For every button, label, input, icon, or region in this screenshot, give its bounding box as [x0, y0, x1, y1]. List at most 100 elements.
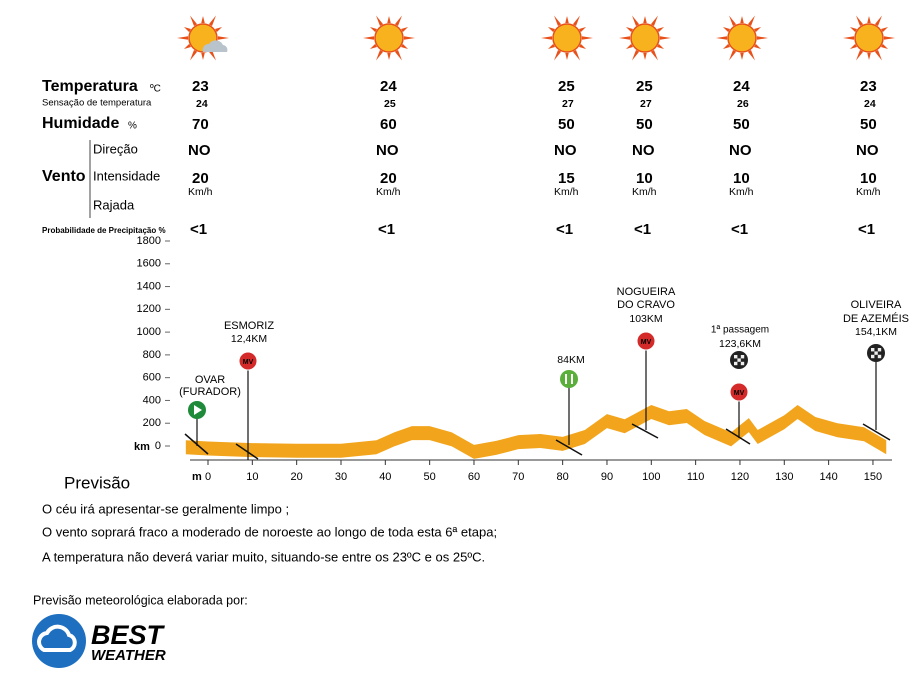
sun-ray [376, 15, 384, 27]
sun-ray [747, 15, 755, 27]
x-tick-label: 70 [512, 471, 524, 483]
food-icon [560, 370, 578, 388]
marker-km: 84KM [557, 354, 584, 366]
cloud [202, 40, 228, 52]
wind-unit: Km/h [376, 186, 401, 198]
feels-like: 27 [640, 98, 652, 110]
wind-unit: Km/h [188, 186, 213, 198]
direction: NO [554, 142, 577, 159]
mv-icon [636, 331, 656, 351]
sun-ray [722, 43, 731, 49]
sun-ray [369, 27, 378, 33]
sun-ray [541, 36, 553, 40]
segment-marker [725, 428, 751, 445]
marker-label: 1ª passagem [711, 325, 769, 336]
y-tick-label: 200 [143, 417, 161, 429]
flag-square [871, 354, 875, 359]
wind-unit: Km/h [554, 186, 579, 198]
sun-ray [403, 36, 415, 40]
marker-km: 123,6KM [719, 338, 761, 350]
unit-label: ºC [150, 84, 161, 95]
sun-ray [565, 16, 569, 24]
food-symbol [565, 374, 573, 384]
sun-ray [874, 49, 882, 61]
y-tick-label: 600 [143, 372, 161, 384]
humidity: 50 [558, 116, 575, 133]
sun-ray [183, 27, 192, 33]
marker-label: (FURADOR) [179, 386, 241, 398]
sun-ray [849, 43, 858, 49]
credit: Previsão meteorológica elaborada por: [33, 593, 248, 607]
sun-ray [369, 43, 378, 49]
direction: NO [188, 142, 211, 159]
sun-disc [630, 23, 660, 53]
sun-ray [867, 16, 871, 24]
wind-speed: 20 [380, 170, 397, 187]
flag-square [877, 354, 882, 359]
feels-like: 25 [384, 98, 396, 110]
direction: NO [632, 142, 655, 159]
sun-ray [716, 36, 728, 40]
mv-text: MV [734, 390, 745, 397]
sun-ray [554, 49, 562, 61]
logo-icon [32, 614, 86, 668]
flag-square [740, 361, 745, 366]
sun-ray [659, 36, 671, 40]
sun-ray [625, 27, 634, 33]
sun-disc [854, 23, 884, 53]
sun-ray [747, 49, 755, 61]
sun-ray [394, 49, 402, 61]
marker-km: 154,1KM [855, 326, 897, 338]
sun-ray [363, 36, 375, 40]
marker-label: ESMORIZ [224, 320, 274, 332]
row-label: Temperatura [42, 78, 138, 95]
x-tick-label: 40 [379, 471, 391, 483]
sun-ray [849, 27, 858, 33]
elevation-profile [185, 405, 887, 459]
temperature: 24 [380, 78, 397, 95]
sun-ray [190, 15, 198, 27]
x-tick-label: 10 [246, 471, 258, 483]
wind-unit: Km/h [632, 186, 657, 198]
y-tick-label: 1600 [137, 258, 161, 270]
x-tick-label: 30 [335, 471, 347, 483]
sun-ray [619, 36, 631, 40]
y-tick-label: 1800 [137, 235, 161, 247]
x-tick-label: 90 [601, 471, 613, 483]
x-tick-label: 130 [775, 471, 793, 483]
wind-speed: 10 [636, 170, 653, 187]
sun-ray [547, 43, 556, 49]
humidity: 60 [380, 116, 397, 133]
sun-disc [552, 23, 582, 53]
weather-icon [363, 15, 415, 61]
sun-ray [578, 43, 587, 49]
segment-marker [631, 423, 659, 439]
precipitation: <1 [858, 221, 875, 238]
sun-ray [201, 16, 205, 24]
sun-ray [643, 52, 647, 60]
humidity: 50 [733, 116, 750, 133]
temperature: 25 [558, 78, 575, 95]
precipitation: <1 [731, 221, 748, 238]
sun-ray [753, 27, 762, 33]
flag-square [740, 355, 745, 359]
sun-ray [756, 36, 768, 40]
x-tick-label: 0 [205, 471, 211, 483]
temperature: 24 [733, 78, 750, 95]
segment-marker [862, 423, 891, 441]
temperature: 23 [192, 78, 209, 95]
flag-square [874, 351, 878, 355]
forecast-line: O céu irá apresentar-se geralmente limpo… [42, 501, 289, 516]
marker-label: DO CRAVO [617, 299, 675, 311]
sun-ray [400, 27, 409, 33]
sun-ray [201, 52, 205, 60]
sun-ray [565, 52, 569, 60]
y-tick-label: 400 [143, 394, 161, 406]
logo-text: BEST [91, 620, 166, 650]
sun-ray [632, 15, 640, 27]
y-tick-label: 1400 [137, 280, 161, 292]
x-tick-label: 80 [557, 471, 569, 483]
sun-ray [722, 27, 731, 33]
marker-km: 103KM [629, 313, 662, 325]
